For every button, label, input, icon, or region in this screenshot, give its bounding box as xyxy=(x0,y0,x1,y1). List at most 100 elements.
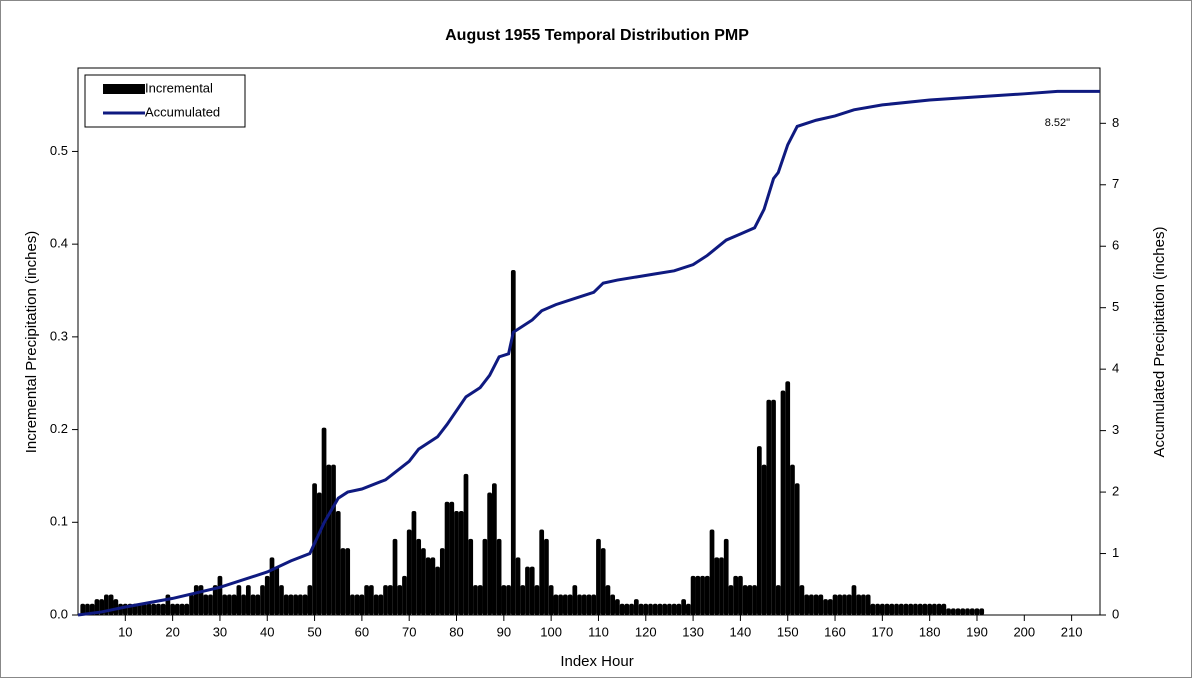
bar xyxy=(941,603,947,615)
bar xyxy=(733,575,739,615)
bar xyxy=(492,483,497,615)
bar xyxy=(501,585,507,615)
bar xyxy=(345,548,351,615)
bar xyxy=(156,603,161,615)
bar xyxy=(506,585,511,615)
bar xyxy=(113,599,119,615)
bar xyxy=(823,599,828,615)
bar xyxy=(553,594,559,615)
x-tick-label: 110 xyxy=(588,624,609,639)
bar xyxy=(269,557,275,615)
bar xyxy=(610,594,616,615)
bar xyxy=(529,566,535,615)
bar xyxy=(293,594,299,615)
bar xyxy=(960,608,966,615)
bar xyxy=(279,585,284,615)
bar xyxy=(198,585,204,615)
y-tick-label: 0.0 xyxy=(50,606,68,621)
bar xyxy=(946,608,951,615)
bar xyxy=(633,599,639,615)
bar xyxy=(766,399,772,615)
x-tick-label: 130 xyxy=(682,624,704,639)
bar xyxy=(676,603,682,615)
bar xyxy=(250,594,256,615)
bar xyxy=(241,594,246,615)
bar xyxy=(851,585,857,615)
bar xyxy=(756,446,762,615)
bar xyxy=(236,585,242,615)
bar xyxy=(392,538,398,615)
bar xyxy=(255,594,261,615)
bar xyxy=(690,575,696,615)
bar xyxy=(331,464,336,615)
x-tick-label: 170 xyxy=(872,624,894,639)
bar xyxy=(496,538,502,615)
bar xyxy=(288,594,294,615)
y-tick-label: 0.5 xyxy=(50,143,68,158)
bar xyxy=(913,603,918,615)
y-tick-label: 0.1 xyxy=(50,514,68,529)
x-tick-label: 90 xyxy=(497,624,511,639)
y2-tick-label: 1 xyxy=(1112,545,1119,560)
bar xyxy=(832,594,838,615)
bar xyxy=(723,538,729,615)
bar xyxy=(567,594,573,615)
x-tick-label: 140 xyxy=(730,624,752,639)
bar xyxy=(141,603,147,615)
bar xyxy=(562,594,568,615)
bar xyxy=(889,603,895,615)
bar xyxy=(704,575,710,615)
y-tick-label: 0.2 xyxy=(50,421,68,436)
bar xyxy=(752,585,757,615)
bar xyxy=(326,464,332,615)
bar xyxy=(359,594,365,615)
bar xyxy=(340,548,346,615)
bar xyxy=(298,594,303,615)
y-tick-label: 0.4 xyxy=(50,236,68,251)
bar xyxy=(307,585,313,615)
bar xyxy=(794,483,800,615)
bar xyxy=(151,603,157,615)
bar xyxy=(350,594,355,615)
bar xyxy=(387,585,393,615)
bar xyxy=(245,585,251,615)
bar xyxy=(189,594,194,615)
bar xyxy=(444,501,450,615)
bar xyxy=(203,594,209,615)
bar xyxy=(648,603,653,615)
bar xyxy=(652,603,658,615)
bar xyxy=(596,538,601,615)
bar xyxy=(421,548,426,615)
bar xyxy=(922,603,928,615)
x-tick-label: 10 xyxy=(118,624,132,639)
bar xyxy=(818,594,824,615)
bar xyxy=(775,585,781,615)
bar xyxy=(208,594,213,615)
x-tick-label: 190 xyxy=(966,624,988,639)
bar xyxy=(179,603,185,615)
bar xyxy=(212,585,218,615)
y2-tick-label: 0 xyxy=(1112,606,1119,621)
bar xyxy=(719,557,724,615)
y2-tick-label: 7 xyxy=(1112,176,1119,191)
bar xyxy=(813,594,819,615)
bar xyxy=(430,557,436,615)
y-axis-label: Incremental Precipitation (inches) xyxy=(23,231,40,454)
bar xyxy=(671,603,677,615)
bar xyxy=(861,594,866,615)
bar xyxy=(193,585,199,615)
bar xyxy=(714,557,720,615)
bar xyxy=(643,603,649,615)
bar xyxy=(979,608,985,615)
bar xyxy=(662,603,668,615)
x-tick-label: 210 xyxy=(1061,624,1083,639)
bar xyxy=(463,473,469,615)
x-tick-label: 40 xyxy=(260,624,274,639)
bar xyxy=(591,594,597,615)
bar xyxy=(544,538,549,615)
x-tick-label: 180 xyxy=(919,624,941,639)
bar xyxy=(742,585,748,615)
bar xyxy=(657,603,663,615)
bar xyxy=(439,548,445,615)
